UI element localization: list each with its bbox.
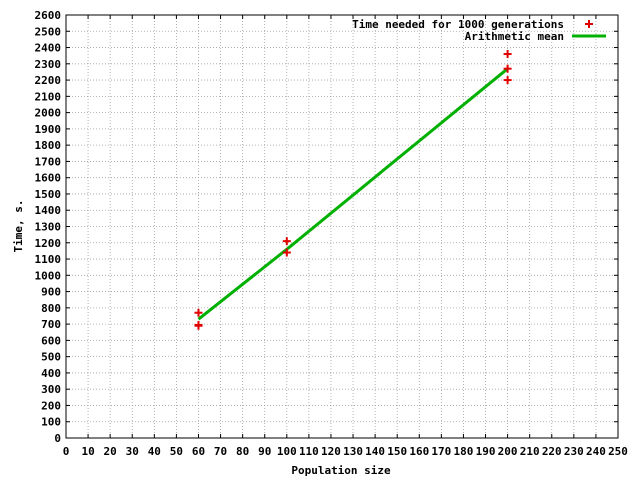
y-tick-label: 1700 (35, 155, 62, 168)
x-tick-label: 110 (299, 445, 319, 458)
x-tick-label: 190 (476, 445, 496, 458)
x-tick-label: 50 (170, 445, 183, 458)
x-tick-label: 160 (409, 445, 429, 458)
y-tick-label: 2500 (35, 25, 62, 38)
y-tick-label: 400 (41, 367, 61, 380)
x-tick-label: 150 (387, 445, 407, 458)
legend: Time needed for 1000 generations Arithme… (352, 18, 606, 43)
y-tick-label: 2400 (35, 42, 62, 55)
data-point (503, 64, 512, 73)
x-tick-label: 200 (498, 445, 518, 458)
y-axis-label: Time, s. (12, 200, 25, 253)
y-tick-labels: 0 100 200 300 400 500 600 700 800 900 1000 1100 1200… (35, 9, 62, 445)
x-tick-label: 120 (321, 445, 341, 458)
x-tick-label: 220 (542, 445, 562, 458)
y-tick-label: 2100 (35, 90, 62, 103)
x-tick-label: 210 (520, 445, 540, 458)
x-tick-labels: 0 10 20 30 40 50 60 70 80 90 100 110 120 130 140 150 160… (63, 445, 628, 458)
x-tick-label: 20 (104, 445, 117, 458)
y-tick-label: 1000 (35, 269, 62, 282)
x-tick-label: 0 (63, 445, 70, 458)
y-tick-label: 1100 (35, 253, 62, 266)
y-tick-label: 1500 (35, 188, 62, 201)
data-point (194, 320, 203, 329)
x-tick-label: 80 (236, 445, 249, 458)
y-tick-label: 1200 (35, 237, 62, 250)
y-tick-label: 1600 (35, 172, 62, 185)
x-tick-label: 30 (126, 445, 139, 458)
y-tick-label: 0 (54, 432, 61, 445)
legend-label-mean: Arithmetic mean (465, 30, 564, 43)
x-tick-label: 90 (258, 445, 271, 458)
x-tick-label: 230 (564, 445, 584, 458)
plot-frame (65, 14, 619, 439)
y-tick-label: 800 (41, 302, 61, 315)
data-point (194, 308, 203, 317)
mean-line (197, 67, 509, 321)
x-tick-label: 40 (148, 445, 161, 458)
x-tick-label: 60 (192, 445, 205, 458)
x-tick-label: 130 (343, 445, 363, 458)
x-tick-label: 170 (431, 445, 451, 458)
point-series (194, 50, 512, 330)
y-tick-label: 1300 (35, 221, 62, 234)
y-tick-label: 1900 (35, 123, 62, 136)
y-tick-label: 600 (41, 334, 61, 347)
y-tick-label: 2600 (35, 9, 62, 22)
mean-series (197, 67, 509, 321)
legend-label-times: Time needed for 1000 generations (352, 18, 564, 31)
data-point (503, 50, 512, 59)
x-tick-label: 70 (214, 445, 227, 458)
x-tick-label: 250 (608, 445, 628, 458)
legend-marker-times (585, 20, 593, 28)
data-point (282, 248, 291, 257)
y-tick-label: 200 (41, 399, 61, 412)
x-tick-label: 240 (586, 445, 606, 458)
y-tick-label: 100 (41, 416, 61, 429)
y-tick-label: 300 (41, 383, 61, 396)
y-tick-label: 1800 (35, 139, 62, 152)
x-axis-label: Population size (291, 464, 391, 477)
x-tick-label: 100 (277, 445, 297, 458)
y-tick-label: 2200 (35, 74, 62, 87)
y-tick-label: 700 (41, 318, 61, 331)
y-tick-label: 1400 (35, 204, 62, 217)
x-tick-label: 140 (365, 445, 385, 458)
y-tick-label: 500 (41, 351, 61, 364)
grid-lines (65, 14, 619, 439)
x-tick-label: 10 (81, 445, 94, 458)
y-tick-label: 900 (41, 286, 61, 299)
legend-marker-plus (585, 20, 593, 28)
y-tick-label: 2300 (35, 58, 62, 71)
y-tick-label: 2000 (35, 107, 62, 120)
data-point (503, 76, 512, 85)
data-point (282, 237, 291, 246)
x-tick-label: 180 (454, 445, 474, 458)
